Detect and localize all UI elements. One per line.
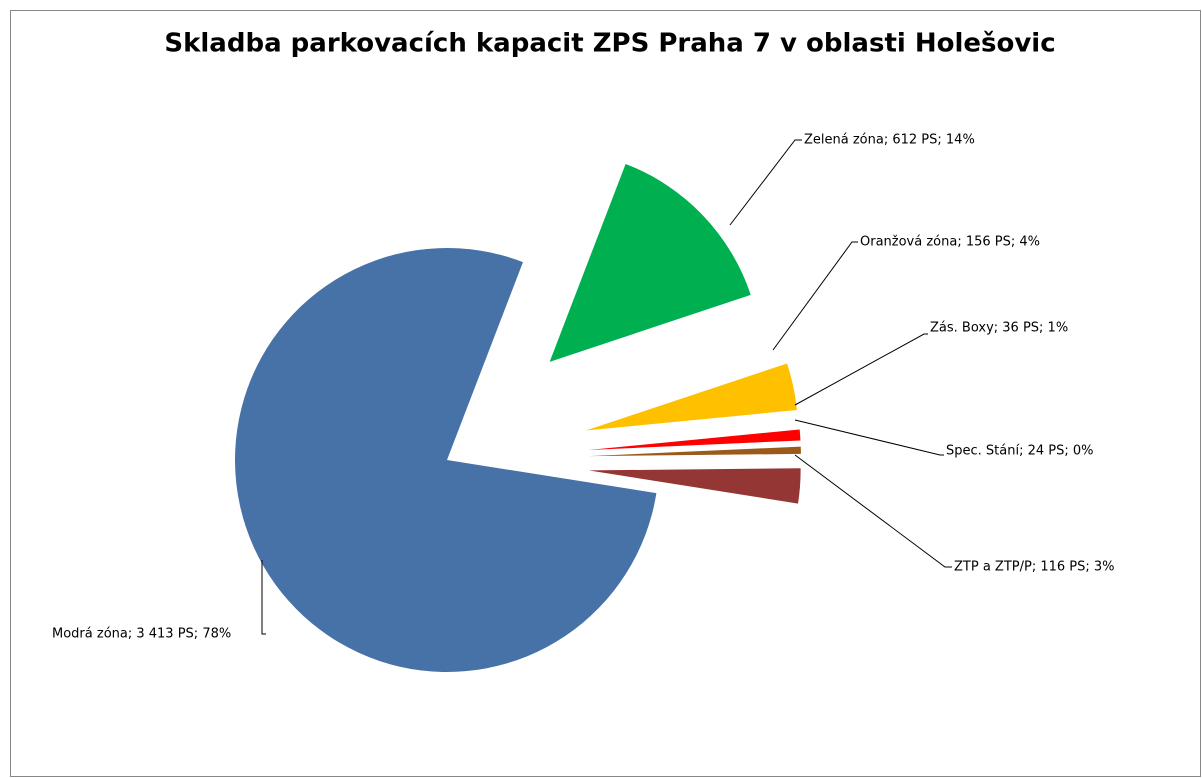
chart-frame — [10, 10, 1201, 777]
leader-line — [729, 139, 802, 226]
leader-line — [794, 333, 928, 406]
data-label: ZTP a ZTP/P; 116 PS; 3% — [954, 560, 1115, 575]
data-label: Zás. Boxy; 36 PS; 1% — [930, 321, 1068, 336]
pie-slice — [588, 446, 801, 457]
leader-line — [794, 419, 944, 456]
pie-slice — [235, 248, 657, 672]
pie-slice — [585, 363, 797, 431]
pie-slice — [588, 468, 801, 504]
leader-line — [261, 560, 266, 635]
chart-title: Skladba parkovacích kapacit ZPS Praha 7 … — [164, 29, 1055, 59]
pie-slice — [549, 163, 751, 362]
data-label: Zelená zóna; 612 PS; 14% — [804, 133, 975, 148]
leader-line — [772, 241, 858, 351]
data-label: Oranžová zóna; 156 PS; 4% — [860, 235, 1040, 250]
data-label: Spec. Stání; 24 PS; 0% — [946, 444, 1094, 459]
leader-line — [794, 454, 952, 568]
pie-slice — [588, 429, 801, 450]
data-label: Modrá zóna; 3 413 PS; 78% — [52, 627, 231, 642]
